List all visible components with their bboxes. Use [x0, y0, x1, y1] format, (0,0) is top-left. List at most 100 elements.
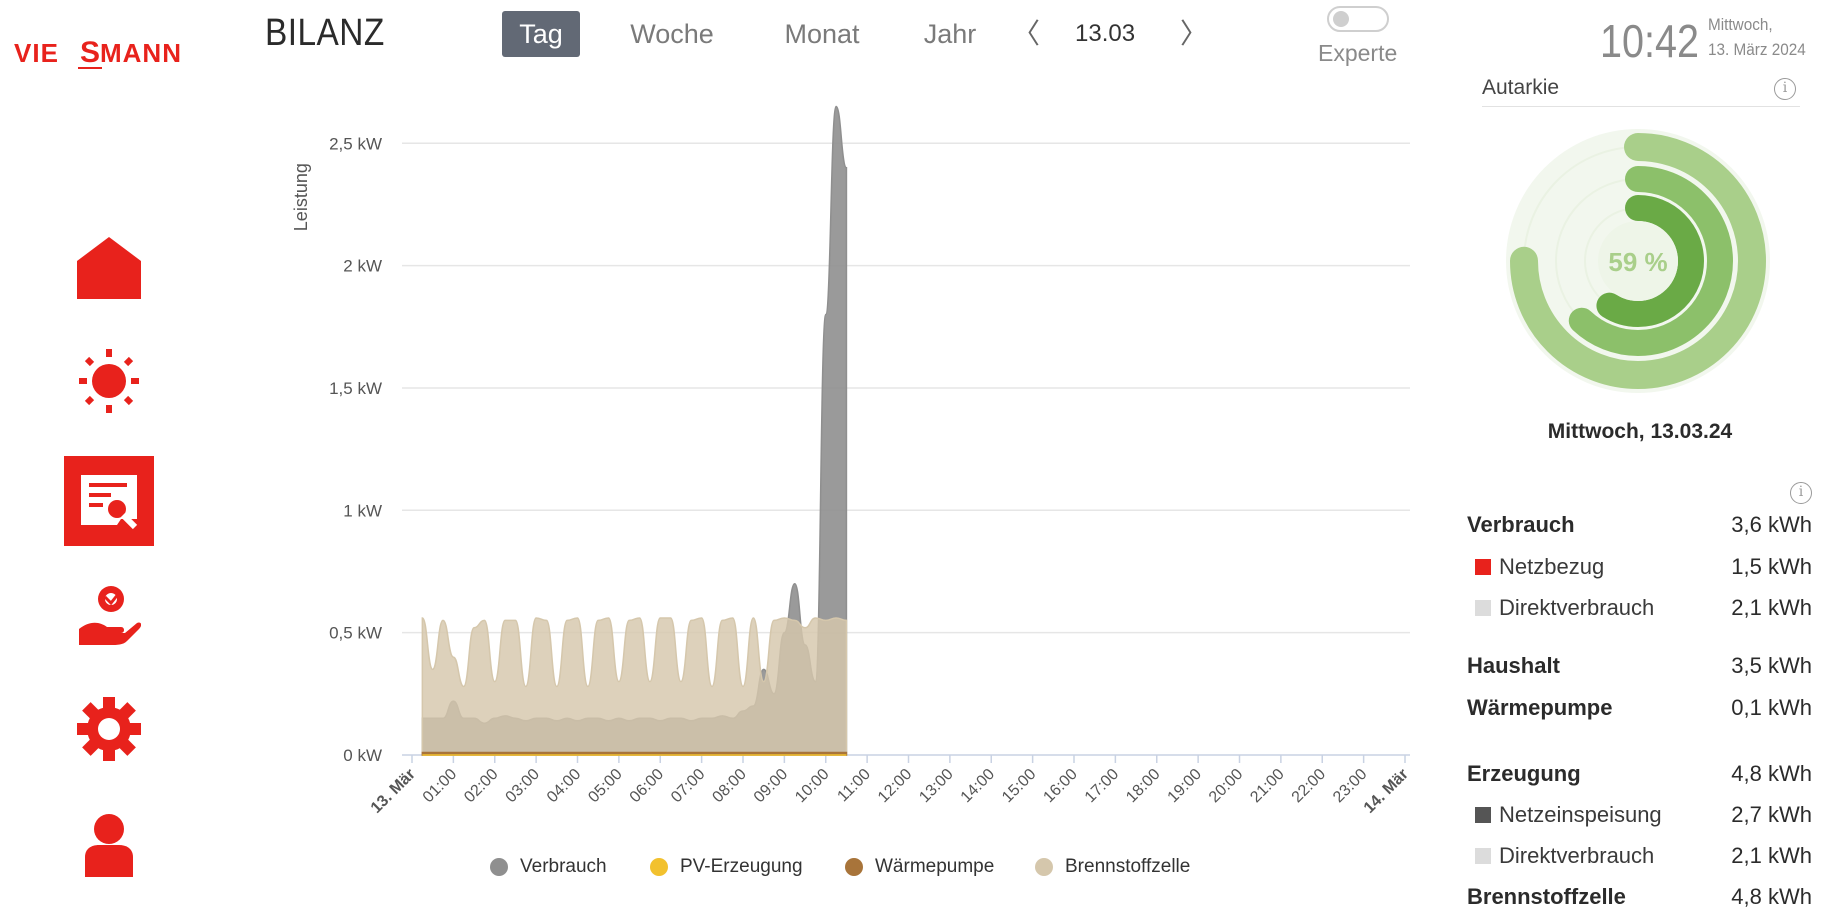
sidebar-item-pv[interactable]: [64, 336, 154, 426]
legend-item-verbrauch[interactable]: Verbrauch: [490, 856, 607, 878]
page-title: BILANZ: [265, 12, 385, 54]
expert-toggle[interactable]: [1327, 6, 1389, 32]
x-tick-label: 02:00: [461, 766, 501, 806]
tab-day[interactable]: Tag: [502, 11, 580, 57]
autarkie-donut-chart: 59 %: [1506, 129, 1770, 393]
donut-ring: [1543, 166, 1733, 356]
x-tick-label: 15:00: [999, 766, 1039, 806]
x-tick-label: 10:00: [792, 766, 832, 806]
x-tick-label: 06:00: [627, 766, 667, 806]
x-tick-label: 17:00: [1082, 766, 1122, 806]
hand-service-icon: [79, 586, 141, 645]
stat-value: 2,1 kWh: [1731, 843, 1812, 868]
x-tick-label: 09:00: [751, 766, 791, 806]
x-tick-label: 16:00: [1040, 766, 1080, 806]
divider: [1482, 106, 1800, 107]
legend-dot: [650, 858, 668, 876]
sidebar-item-bilanz[interactable]: [64, 456, 154, 546]
tab-week[interactable]: Woche: [630, 19, 714, 49]
legend-item-waermepumpe[interactable]: Wärmepumpe: [845, 856, 994, 878]
x-tick-label: 07:00: [668, 766, 708, 806]
x-tick-label: 12:00: [875, 766, 915, 806]
sidebar-item-settings[interactable]: [64, 684, 154, 774]
stat-row-erzeugung: Erzeugung 4,8 kWh: [1467, 761, 1812, 791]
sun-icon: [79, 349, 139, 413]
prev-date-button[interactable]: 〈: [1012, 18, 1041, 49]
stat-row-direktverbrauch: Direktverbrauch 2,1 kWh: [1467, 595, 1812, 625]
legend-label: Wärmepumpe: [875, 856, 995, 877]
legend-square: [1475, 848, 1491, 864]
x-tick-label: 19:00: [1165, 766, 1205, 806]
stat-value: 3,5 kWh: [1731, 653, 1812, 678]
stat-label: Netzeinspeisung: [1499, 802, 1662, 827]
stat-label: Direktverbrauch: [1499, 843, 1655, 868]
stat-label: Direktverbrauch: [1499, 595, 1655, 620]
tab-month[interactable]: Monat: [784, 19, 860, 49]
stat-label: Netzbezug: [1499, 554, 1605, 579]
legend-square: [1475, 807, 1491, 823]
x-tick-label: 22:00: [1289, 766, 1329, 806]
clock-full-date: 13. März 2024: [1708, 40, 1806, 59]
x-tick-label: 20:00: [1206, 766, 1246, 806]
autarkie-title: Autarkie: [1482, 76, 1560, 99]
x-tick-label: 13. Mär: [368, 766, 419, 817]
stat-value: 3,6 kWh: [1731, 512, 1812, 537]
viessmann-logo: VIE S MANN: [14, 36, 182, 69]
stat-value: 4,8 kWh: [1731, 884, 1812, 909]
clock-weekday: Mittwoch,: [1708, 15, 1773, 34]
stat-row-direktverbrauch: Direktverbrauch 2,1 kWh: [1467, 843, 1812, 873]
stat-row-netzeinspeisung: Netzeinspeisung 2,7 kWh: [1467, 802, 1812, 832]
house-icon: [77, 237, 141, 299]
report-search-icon: [81, 475, 138, 530]
stat-value: 0,1 kWh: [1731, 695, 1812, 720]
donut-ring: [1572, 195, 1704, 327]
sidebar-item-service[interactable]: [64, 570, 154, 660]
info-icon[interactable]: i: [1790, 482, 1812, 504]
current-date: 13.03: [1075, 20, 1136, 47]
stat-row-netzbezug: Netzbezug 1,5 kWh: [1467, 554, 1812, 584]
y-axis-label: Leistung: [291, 163, 311, 231]
legend-item-pv[interactable]: PV-Erzeugung: [650, 856, 803, 878]
stat-row-brennstoffzelle: Brennstoffzelle 4,8 kWh: [1467, 884, 1812, 914]
y-tick-label: 2,5 kW: [329, 134, 382, 153]
legend-item-brennstoffzelle[interactable]: Brennstoffzelle: [1035, 856, 1190, 878]
donut-center: [1598, 221, 1678, 301]
stat-row-wrmepumpe: Wärmepumpe 0,1 kWh: [1467, 695, 1812, 725]
x-tick-label: 04:00: [544, 766, 584, 806]
svg-text:VIE: VIE: [14, 38, 59, 68]
power-area-chart: 0 kW 0,5 kW 1 kW 1,5 kW 2 kW 2,5 kW Leistung 13…: [291, 105, 1412, 817]
legend-label: Brennstoffzelle: [1065, 856, 1191, 877]
gear-icon: [77, 697, 141, 761]
user-icon: [85, 814, 133, 877]
sidebar-item-home[interactable]: [64, 222, 154, 312]
autarkie-percent: 59 %: [1608, 247, 1667, 277]
stat-row-haushalt: Haushalt 3,5 kWh: [1467, 653, 1812, 683]
next-date-button[interactable]: 〉: [1180, 18, 1209, 49]
clock-time: 10:42: [1600, 15, 1700, 67]
stat-label: Wärmepumpe: [1467, 695, 1613, 720]
autarkie-date-caption: Mittwoch, 13.03.24: [1547, 420, 1733, 443]
svg-text:MANN: MANN: [100, 38, 182, 68]
legend-square: [1475, 559, 1491, 575]
x-tick-label: 08:00: [709, 766, 749, 806]
x-tick-label: 14. Mär: [1361, 766, 1412, 817]
x-tick-label: 03:00: [503, 766, 543, 806]
sidebar-item-user[interactable]: [64, 800, 154, 890]
stat-value: 2,1 kWh: [1731, 595, 1812, 620]
legend-square: [1475, 600, 1491, 616]
tab-year[interactable]: Jahr: [923, 19, 977, 49]
x-tick-label: 18:00: [1123, 766, 1163, 806]
stat-label: Brennstoffzelle: [1467, 884, 1626, 909]
toggle-knob: [1333, 11, 1349, 27]
stat-label: Erzeugung: [1467, 761, 1581, 786]
stat-value: 1,5 kWh: [1731, 554, 1812, 579]
y-tick-label: 1,5 kW: [329, 379, 382, 398]
info-icon[interactable]: i: [1774, 78, 1796, 100]
y-tick-label: 1 kW: [343, 501, 382, 520]
stat-value: 2,7 kWh: [1731, 802, 1812, 827]
legend-dot: [845, 858, 863, 876]
svg-text:S: S: [80, 36, 100, 69]
y-tick-label: 2 kW: [343, 257, 382, 276]
area-brennstoffzelle: [421, 617, 848, 756]
y-tick-label: 0 kW: [343, 746, 382, 765]
